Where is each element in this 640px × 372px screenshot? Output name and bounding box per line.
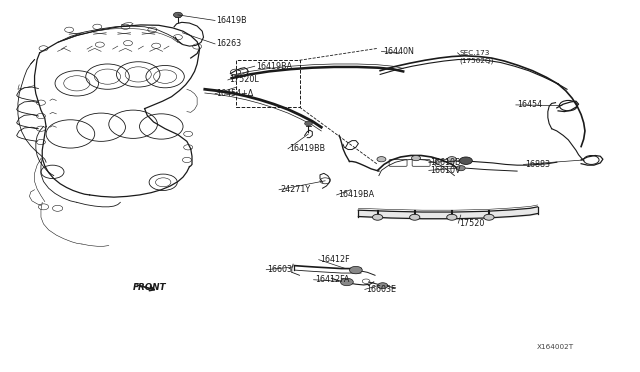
Text: 16419B: 16419B (216, 16, 247, 25)
Text: 17520: 17520 (460, 219, 485, 228)
Text: 16883: 16883 (525, 160, 550, 169)
Text: 16440N: 16440N (383, 47, 413, 56)
Circle shape (484, 214, 494, 220)
Text: SEC.173: SEC.173 (460, 50, 490, 56)
Circle shape (447, 214, 457, 220)
Text: 17520L: 17520L (229, 76, 259, 84)
Text: 16454: 16454 (517, 100, 542, 109)
Circle shape (456, 166, 465, 171)
Text: 16419BA: 16419BA (256, 62, 292, 71)
Circle shape (377, 157, 386, 162)
Text: 16412FA: 16412FA (315, 275, 349, 284)
Circle shape (460, 157, 472, 164)
Circle shape (447, 157, 456, 162)
Text: (17502Q): (17502Q) (460, 58, 494, 64)
Circle shape (378, 283, 388, 289)
Circle shape (412, 155, 420, 161)
Text: 16610V: 16610V (430, 166, 461, 175)
Text: 16603: 16603 (268, 265, 292, 274)
Circle shape (305, 121, 312, 126)
Text: 16603E: 16603E (366, 285, 396, 294)
Text: FRONT: FRONT (133, 283, 167, 292)
Text: 16412F: 16412F (320, 255, 349, 264)
Circle shape (372, 214, 383, 220)
Text: 16454+Δ: 16454+Δ (216, 89, 253, 98)
Circle shape (349, 266, 362, 274)
Text: 16419BA: 16419BA (338, 190, 374, 199)
Text: 24271Y: 24271Y (280, 185, 310, 194)
Text: 16263: 16263 (216, 39, 241, 48)
Circle shape (340, 278, 353, 286)
Circle shape (173, 12, 182, 17)
Text: 16610B: 16610B (430, 158, 461, 167)
Text: 16419BB: 16419BB (289, 144, 325, 153)
Text: X164002T: X164002T (536, 344, 573, 350)
Circle shape (410, 214, 420, 220)
